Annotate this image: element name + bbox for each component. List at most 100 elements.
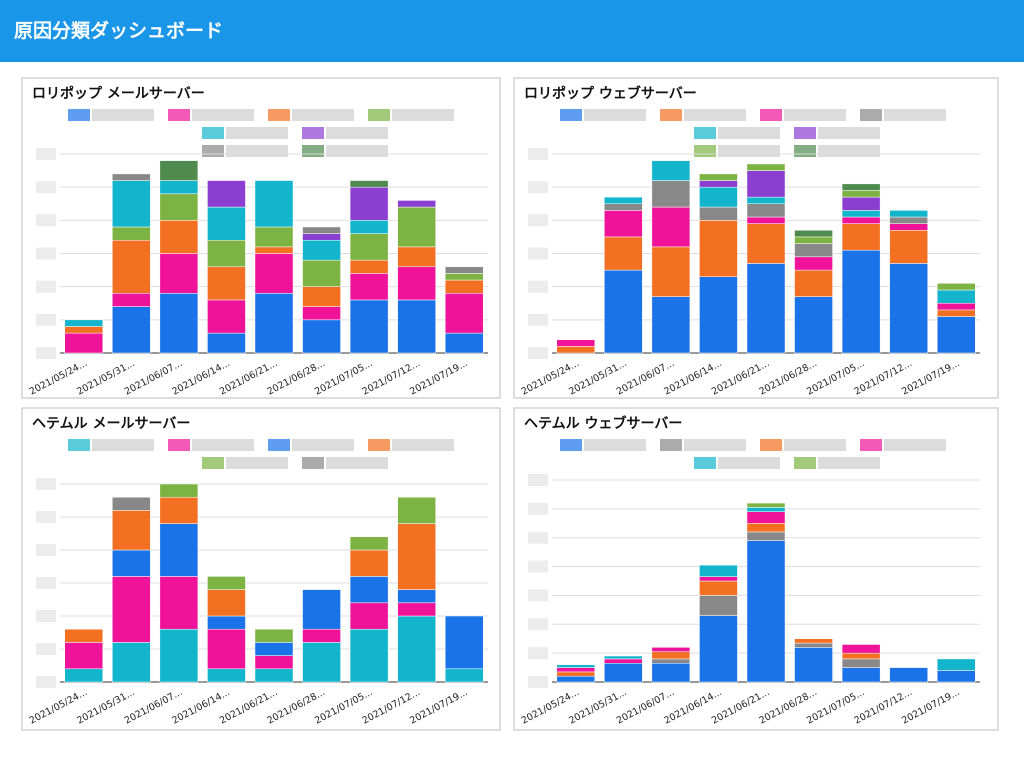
bar-segment: [936, 303, 976, 311]
bar-segment: [207, 266, 246, 301]
bar-segment: [936, 670, 976, 683]
bar-segment: [159, 496, 199, 524]
legend-label-blurred: [226, 127, 288, 139]
legend-swatch: [302, 457, 324, 469]
bar-segment: [889, 223, 928, 231]
bar-segment: [889, 667, 928, 683]
legend-label-blurred: [326, 145, 388, 157]
y-tick-label-blurred: [528, 647, 548, 660]
bar-segment: [112, 173, 151, 181]
bar-segment: [112, 576, 151, 643]
legend-swatch: [694, 457, 716, 469]
bar-segment: [254, 246, 294, 254]
bar-segment: [349, 628, 389, 683]
bar-segment: [604, 196, 643, 205]
bar-segment: [794, 243, 833, 258]
legend-swatch: [368, 439, 390, 451]
legend-label-blurred: [784, 439, 846, 451]
y-tick-label-blurred: [36, 247, 56, 260]
y-tick-label-blurred: [528, 148, 548, 160]
bar-segment: [889, 263, 928, 354]
bar-segment: [159, 523, 199, 577]
legend-label-blurred: [718, 127, 780, 139]
legend-swatch: [860, 109, 882, 121]
bar-segment: [556, 671, 596, 677]
bar-segment: [556, 675, 596, 683]
legend-label-blurred: [584, 109, 646, 121]
legend-swatch: [268, 439, 290, 451]
bar-segment: [397, 523, 436, 590]
y-tick-label-blurred: [36, 643, 56, 655]
bar-segment: [302, 233, 341, 241]
bar-segment: [936, 283, 976, 291]
bar-segment: [397, 266, 436, 301]
bar-segment: [159, 220, 199, 254]
bar-segment: [112, 180, 151, 228]
bar-segment: [651, 180, 691, 208]
y-tick-label-blurred: [528, 676, 548, 688]
legend-label-blurred: [818, 457, 880, 469]
y-tick-label-blurred: [528, 280, 548, 293]
bar-segment: [841, 249, 881, 354]
legend-label-blurred: [326, 127, 388, 139]
bar-segment: [746, 511, 786, 524]
bar-segment: [746, 223, 786, 264]
bar-segment: [556, 667, 596, 673]
bar-segment: [349, 233, 389, 261]
legend-label-blurred: [92, 109, 154, 121]
y-tick-label-blurred: [528, 531, 548, 544]
legend-label-blurred: [192, 109, 254, 121]
bar-segment: [746, 263, 786, 354]
legend-label-blurred: [718, 457, 780, 469]
legend-label-blurred: [326, 457, 388, 469]
bar-segment: [349, 180, 389, 188]
bar-segment: [159, 293, 199, 354]
bar-segment: [699, 580, 738, 596]
bar-segment: [444, 273, 484, 281]
bar-segment: [207, 576, 246, 590]
y-tick-label-blurred: [36, 280, 56, 293]
bar-segment: [112, 549, 151, 577]
bar-segment: [841, 183, 881, 191]
bar-segment: [159, 193, 199, 221]
bar-segment: [651, 206, 691, 248]
legend-label-blurred: [392, 109, 454, 121]
bar-segment: [302, 589, 341, 630]
bar-segment: [841, 190, 881, 198]
legend-swatch: [560, 439, 582, 451]
bar-segment: [699, 180, 738, 188]
bar-segment: [936, 309, 976, 317]
bar-segment: [397, 589, 436, 604]
legend-label-blurred: [784, 109, 846, 121]
bar-segment: [841, 667, 881, 683]
bar-segment: [159, 628, 199, 683]
bar-segment: [254, 253, 294, 294]
bar-segment: [444, 279, 484, 294]
legend-swatch: [302, 127, 324, 139]
bar-segment: [112, 496, 151, 511]
legend-label-blurred: [226, 457, 288, 469]
legend-swatch: [202, 127, 224, 139]
bar-segment: [64, 668, 104, 683]
bar-segment: [349, 299, 389, 354]
legend-label-blurred: [718, 145, 780, 157]
bar-segment: [794, 256, 833, 271]
bar-segment: [841, 196, 881, 211]
y-tick-label-blurred: [36, 511, 56, 523]
legend-swatch: [68, 109, 90, 121]
bar-segment: [556, 339, 596, 347]
bar-segment: [397, 200, 436, 208]
bar-segment: [889, 216, 928, 224]
bar-segment: [349, 186, 389, 221]
legend-label-blurred: [192, 439, 254, 451]
legend-swatch: [760, 439, 782, 451]
bar-segment: [794, 236, 833, 244]
bar-segment: [841, 216, 881, 224]
bar-segment: [159, 576, 199, 630]
bar-segment: [64, 628, 104, 643]
y-tick-label-blurred: [528, 347, 548, 359]
y-tick-label-blurred: [528, 181, 548, 194]
bar-segment: [746, 196, 786, 205]
bar-segment: [349, 273, 389, 301]
bar-segment: [699, 186, 738, 208]
